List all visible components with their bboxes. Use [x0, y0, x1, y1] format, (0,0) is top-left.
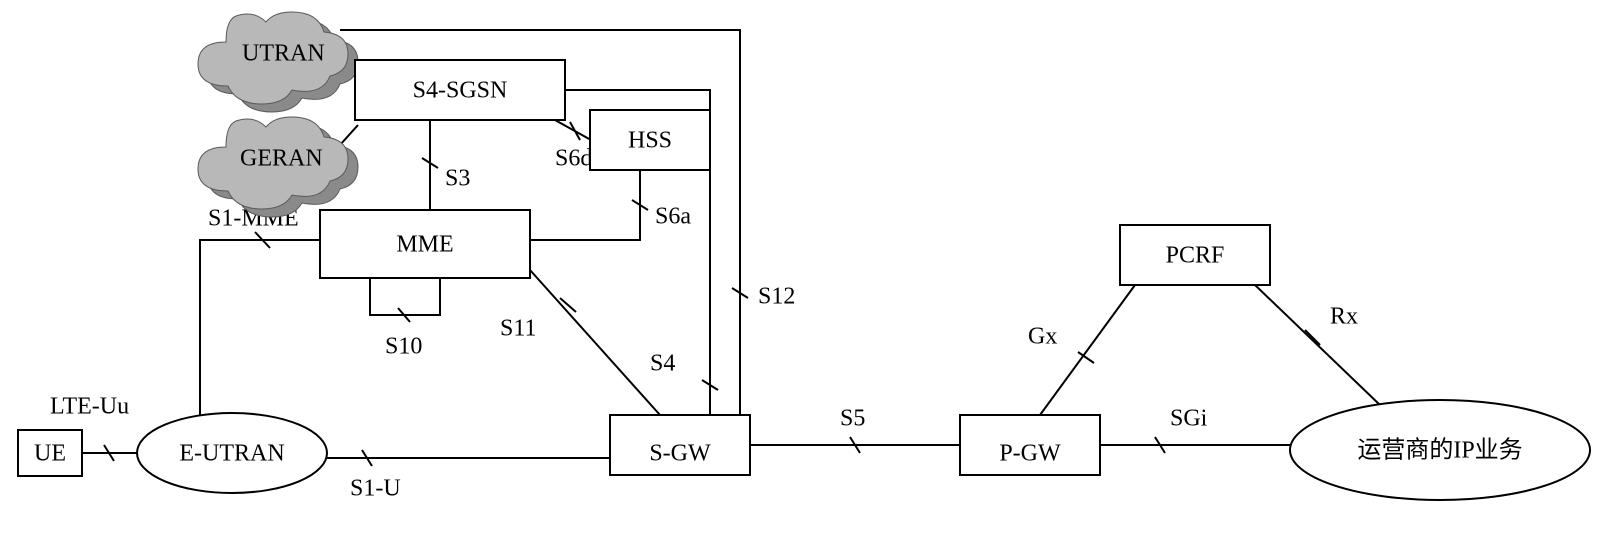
- node-label-pcrf: PCRF: [1166, 243, 1225, 269]
- node-mme: MME: [320, 210, 530, 278]
- node-label-geran: GERAN: [240, 146, 323, 172]
- node-s4sgsn: S4-SGSN: [355, 60, 565, 120]
- node-ue: UE: [18, 430, 82, 476]
- node-operator-ip: 运营商的IP业务: [1290, 400, 1590, 500]
- edge-s6a: [530, 170, 640, 240]
- node-label-ue: UE: [34, 441, 66, 467]
- node-pgw: P-GW: [960, 415, 1100, 475]
- edge-gx: [1040, 285, 1135, 415]
- node-utran: UTRAN: [198, 12, 358, 112]
- edge-s11: [530, 270, 660, 415]
- edge-label-sgi: SGi: [1170, 406, 1208, 432]
- node-label-mme: MME: [396, 232, 453, 258]
- node-label-operator-ip: 运营商的IP业务: [1357, 437, 1522, 464]
- node-eutran: E-UTRAN: [137, 413, 327, 493]
- edge-label-rx: Rx: [1330, 304, 1358, 330]
- edge-label-s10: S10: [385, 334, 422, 360]
- node-pcrf: PCRF: [1120, 225, 1270, 285]
- edge-label-s12: S12: [758, 284, 795, 310]
- edge-label-s6a: S6a: [655, 204, 691, 230]
- node-label-sgw: S-GW: [649, 441, 711, 467]
- node-hss: HSS: [590, 110, 710, 170]
- edge-geran-sgsn: [340, 125, 358, 145]
- edge-label-s1-u: S1-U: [350, 476, 401, 502]
- node-label-eutran: E-UTRAN: [179, 441, 284, 467]
- edge-rx: [1255, 285, 1380, 405]
- network-diagram: LTE-Uu S1-MME S1-U S3 S6d S6a S10 S11 S4…: [0, 0, 1600, 538]
- edge-label-s11: S11: [500, 316, 536, 342]
- edge-s10: [370, 278, 440, 315]
- edge-label-s5: S5: [840, 406, 865, 432]
- node-sgw: S-GW: [610, 415, 750, 475]
- node-label-utran: UTRAN: [242, 41, 325, 67]
- edge-s1-mme: [200, 240, 320, 416]
- node-label-hss: HSS: [628, 128, 672, 154]
- edge-label-gx: Gx: [1028, 324, 1057, 350]
- node-label-pgw: P-GW: [999, 441, 1061, 467]
- edge-label-lte-uu: LTE-Uu: [50, 394, 129, 420]
- edge-label-s3: S3: [445, 166, 470, 192]
- node-geran: GERAN: [198, 117, 358, 217]
- edge-label-s6d: S6d: [555, 146, 592, 172]
- edge-label-s4: S4: [650, 351, 675, 377]
- node-label-s4sgsn: S4-SGSN: [413, 78, 508, 104]
